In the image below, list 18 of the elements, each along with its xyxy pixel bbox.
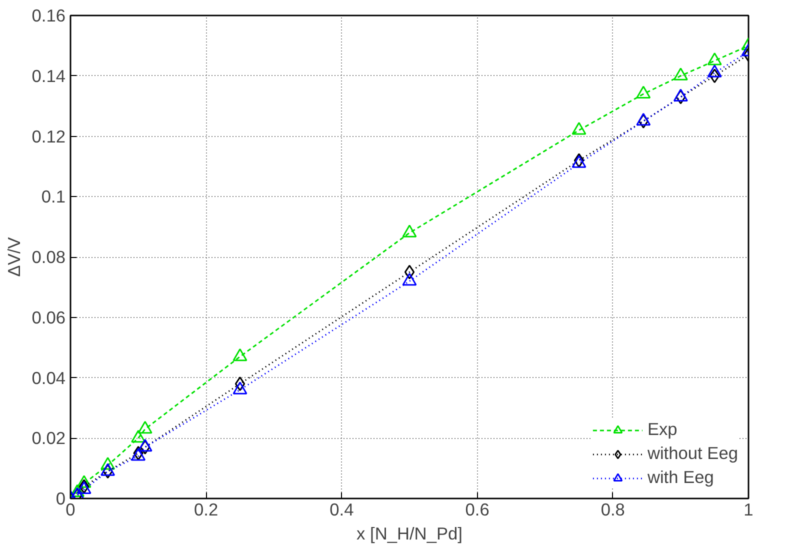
y-tick-label: 0.16 — [32, 6, 66, 26]
x-tick-label: 0.8 — [600, 500, 625, 520]
x-tick-label: 1 — [744, 500, 754, 520]
y-tick-label: 0.14 — [32, 66, 66, 86]
x-tick-label: 0.6 — [465, 500, 490, 520]
y-tick-label: 0.02 — [32, 428, 66, 448]
legend-label: with Eeg — [647, 467, 714, 488]
y-tick-label: 0.1 — [41, 186, 66, 207]
legend-label: Exp — [647, 419, 678, 440]
x-axis-title: x [N_H/N_Pd] — [356, 524, 462, 544]
y-tick-label: 0.12 — [32, 126, 66, 146]
y-tick-label: 0.08 — [32, 247, 66, 267]
y-tick-label: 0.04 — [32, 368, 66, 388]
x-tick-label: 0.4 — [330, 500, 354, 520]
x-tick-label: 0.2 — [194, 500, 218, 520]
legend-label: without Eeg — [647, 443, 738, 464]
y-tick-label: 0.06 — [32, 307, 66, 328]
y-axis-title: ΔV/V — [4, 236, 24, 277]
